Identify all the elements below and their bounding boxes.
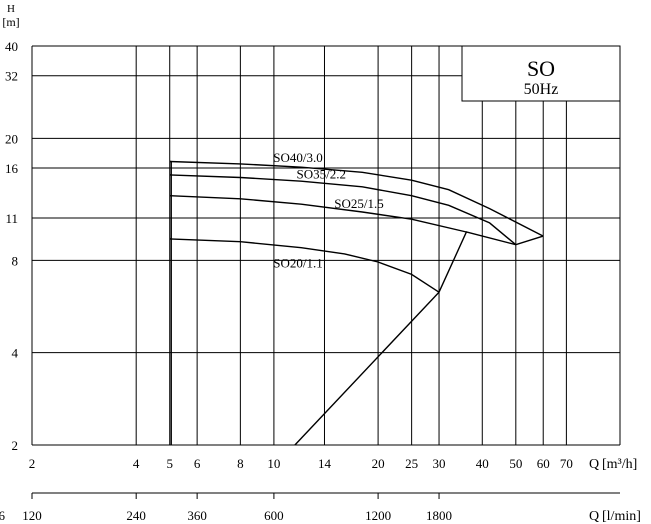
series-label: SO35/2.2 bbox=[296, 166, 345, 181]
x2-tick-label: 1800 bbox=[426, 508, 452, 523]
x2-tick-label: 240 bbox=[126, 508, 146, 523]
x-tick-label: 6 bbox=[194, 456, 201, 471]
x-tick-label: 4 bbox=[133, 456, 140, 471]
y-unit-label: H [m] bbox=[2, 3, 19, 29]
x2-tick-label: 1200 bbox=[365, 508, 391, 523]
curve-so25-1-5 bbox=[169, 195, 467, 233]
x-tick-label: 5 bbox=[166, 456, 173, 471]
y-tick-label: 32 bbox=[5, 69, 18, 84]
y-unit-bracket: [m] bbox=[2, 15, 19, 29]
series-label: SO20/1.1 bbox=[273, 256, 322, 271]
y-tick-label: 20 bbox=[5, 131, 18, 146]
chart-subtitle: 50Hz bbox=[524, 81, 559, 98]
x-tick-label: 30 bbox=[433, 456, 446, 471]
x-tick-label: 70 bbox=[560, 456, 573, 471]
x-tick-label: 20 bbox=[372, 456, 385, 471]
y-tick-label: 40 bbox=[5, 39, 18, 54]
x2-unit-label: Q [l/min] bbox=[589, 509, 641, 524]
operating-limit-line bbox=[294, 231, 544, 446]
x-unit-bracket: [m³/h] bbox=[602, 457, 637, 472]
x2-unit-bracket: [l/min] bbox=[602, 509, 641, 524]
x-tick-label: 14 bbox=[318, 456, 332, 471]
x2-tick-label: 360 bbox=[187, 508, 207, 523]
y-tick-label: 2 bbox=[12, 438, 19, 453]
x-tick-label: 40 bbox=[476, 456, 489, 471]
x-tick-label: 60 bbox=[537, 456, 550, 471]
grid bbox=[31, 45, 621, 499]
x-unit-label: Q [m³/h] bbox=[589, 457, 637, 472]
curve-so35-2-2 bbox=[169, 174, 517, 246]
series-label: SO25/1.5 bbox=[334, 196, 383, 211]
y-tick-label: 4 bbox=[12, 346, 19, 361]
y-tick-label: 16 bbox=[5, 161, 19, 176]
labels: 2481116203240245681014202530405060703648… bbox=[0, 39, 573, 523]
x-tick-label: 2 bbox=[29, 456, 36, 471]
y-tick-label: 11 bbox=[5, 211, 18, 226]
chart-title: SO bbox=[527, 56, 555, 81]
curve-so40-3-0 bbox=[169, 160, 544, 237]
y-tick-label: 8 bbox=[12, 253, 19, 268]
x-tick-label: 10 bbox=[267, 456, 280, 471]
legend-box: SO 50Hz bbox=[461, 45, 621, 102]
x-tick-label: 25 bbox=[405, 456, 418, 471]
x2-tick-label: 120 bbox=[22, 508, 42, 523]
x-tick-label: 8 bbox=[237, 456, 244, 471]
series-label: SO40/3.0 bbox=[273, 150, 322, 165]
x2-tick-label: 600 bbox=[264, 508, 284, 523]
curve-so20-1-1 bbox=[169, 238, 440, 293]
y-unit: H bbox=[7, 3, 15, 15]
x-unit-prefix: Q bbox=[589, 457, 599, 472]
x2-tick-label: 96 bbox=[0, 508, 5, 523]
curves bbox=[169, 160, 544, 446]
x-tick-label: 50 bbox=[509, 456, 522, 471]
x2-unit-prefix: Q bbox=[589, 509, 599, 524]
